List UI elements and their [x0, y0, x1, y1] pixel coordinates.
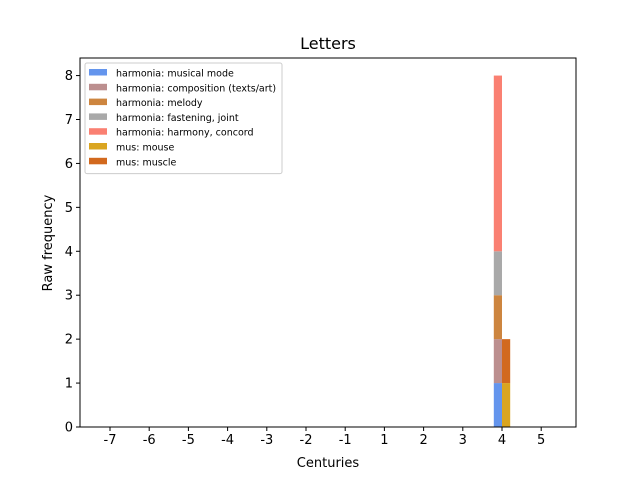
legend-swatch-2: [89, 98, 107, 106]
chart-title: Letters: [300, 34, 356, 53]
legend-swatch-0: [89, 69, 107, 76]
legend-swatch-1: [89, 83, 107, 91]
legend-label-3: harmonia: fastening, joint: [116, 113, 239, 124]
y-axis-label: Raw frequency: [41, 194, 56, 291]
y-tick-label-4: 4: [65, 245, 73, 260]
x-tick-label-6: -1: [339, 433, 352, 448]
y-tick-label-6: 6: [65, 157, 73, 172]
y-tick-label-8: 8: [65, 69, 73, 84]
y-tick-label-3: 3: [65, 289, 73, 304]
y-tick-label-2: 2: [65, 333, 73, 348]
bar-6-0: [502, 339, 511, 384]
x-tick-label-1: -6: [143, 433, 156, 448]
y-tick-label-0: 0: [65, 421, 73, 436]
plot-area: -7 -6 -5 -4 -3 -2 -1 1 2 3 4 5 0 1 2 3 4 5 6 7 8 harmonia: mu…: [65, 57, 577, 448]
x-tick-label-9: 3: [459, 433, 467, 448]
legend-label-0: harmonia: musical mode: [116, 69, 234, 80]
bar-4-0: [493, 75, 502, 252]
bar-1-0: [493, 339, 502, 384]
legend: harmonia: musical mode harmonia: composit…: [84, 62, 283, 175]
x-tick-label-0: -7: [104, 433, 117, 448]
x-tick-label-10: 4: [498, 433, 506, 448]
legend-label-4: harmonia: harmony, concord: [116, 128, 254, 139]
y-tick-label-7: 7: [65, 113, 73, 128]
bar-5-0: [502, 383, 511, 427]
x-tick-label-8: 2: [419, 433, 427, 448]
x-tick-label-4: -3: [260, 433, 273, 448]
bar-3-0: [493, 251, 502, 296]
x-axis-label: Centuries: [297, 456, 360, 471]
legend-box: [84, 62, 283, 175]
y-tick-label-1: 1: [65, 377, 73, 392]
x-tick-label-2: -5: [182, 433, 195, 448]
x-tick-label-7: 1: [380, 433, 388, 448]
bar-2-0: [493, 295, 502, 340]
legend-label-1: harmonia: composition (texts/art): [116, 83, 276, 94]
legend-label-6: mus: muscle: [116, 157, 177, 168]
bar-0-0: [493, 383, 502, 427]
x-tick-label-5: -2: [300, 433, 313, 448]
legend-swatch-6: [89, 157, 107, 165]
legend-label-5: mus: mouse: [116, 143, 174, 154]
legend-swatch-3: [89, 113, 107, 120]
legend-swatch-4: [89, 128, 107, 135]
legend-label-2: harmonia: melody: [116, 98, 203, 109]
y-tick-label-5: 5: [65, 201, 73, 216]
plot-frame: [79, 57, 577, 428]
x-tick-label-11: 5: [537, 433, 545, 448]
legend-swatch-5: [89, 143, 107, 150]
x-tick-label-3: -4: [221, 433, 234, 448]
